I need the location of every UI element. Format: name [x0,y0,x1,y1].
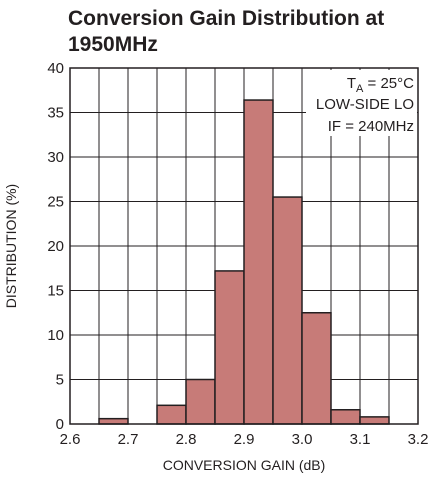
y-tick-label: 10 [47,327,64,344]
x-tick-label: 2.9 [234,431,255,448]
y-tick-labels: 0 5 10 15 20 25 30 35 40 [47,60,64,433]
x-tick-label: 3.2 [408,431,428,448]
x-tick-label: 3.0 [292,431,313,448]
chart-title: Conversion Gain Distribution at 1950MHz [68,6,424,58]
x-axis-label: CONVERSION GAIN (dB) [163,457,326,473]
histogram-bar [156,404,187,425]
y-tick-label: 40 [47,60,64,77]
y-axis-label: DISTRIBUTION (%) [3,184,19,308]
y-tick-label: 15 [47,283,64,300]
x-tick-labels: 2.6 2.7 2.8 2.9 3.0 3.1 3.2 [60,431,428,448]
y-tick-label: 25 [47,194,64,211]
chart-title-line-1: Conversion Gain Distribution at [68,7,385,30]
y-tick-label: 30 [47,149,64,166]
x-tick-label: 2.8 [176,431,197,448]
annotation-t: T [347,75,356,92]
y-tick-label: 0 [56,416,64,433]
y-tick-label: 20 [47,238,64,255]
histogram-bars [98,99,390,425]
histogram-bar [98,417,129,425]
histogram-bar [243,99,274,425]
annotation-lo-mode: LOW-SIDE LO [316,96,414,113]
x-tick-label: 2.6 [60,431,81,448]
plot-frame [69,67,419,425]
annotation-background [306,70,417,136]
annotation-if-frequency: IF = 240MHz [328,118,414,135]
y-tick-label: 35 [47,105,64,122]
histogram-bar [214,270,245,425]
histogram-bar [301,312,332,425]
annotation-temperature-value: = 25°C [363,75,414,92]
histogram-bar [272,196,303,425]
annotation-t-subscript: A [356,83,364,95]
annotation-box: TA = 25°C LOW-SIDE LO IF = 240MHz [306,70,417,136]
histogram-bar [359,416,390,425]
chart-title-line-2: 1950MHz [68,33,158,56]
histogram-bar [185,378,216,425]
histogram-bar [330,409,361,425]
y-tick-label: 5 [56,372,64,389]
x-tick-label: 2.7 [118,431,139,448]
x-tick-label: 3.1 [350,431,371,448]
annotation-temperature: TA = 25°C [347,75,414,95]
